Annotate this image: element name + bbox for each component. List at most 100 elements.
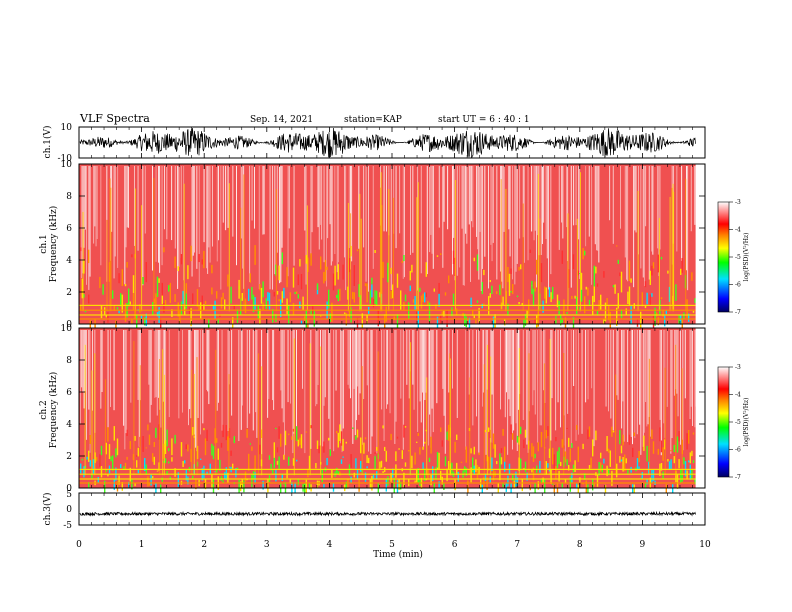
spectrogram-cell: [596, 283, 599, 287]
spectrogram-cell: [438, 481, 440, 488]
spectrogram-cell: [627, 469, 629, 474]
spectrogram-cell: [156, 330, 158, 416]
spectrogram-cell: [142, 277, 144, 285]
spectrogram-cell: [252, 471, 255, 480]
spectrogram-cell: [456, 330, 458, 418]
spectrogram-cell: [159, 359, 161, 476]
spectrogram-cell: [396, 436, 399, 439]
spectrogram-cell: [690, 330, 692, 407]
spectrogram-cell: [408, 330, 410, 399]
spectrogram-cell: [452, 250, 455, 264]
spectrogram-cell: [665, 484, 667, 498]
spectrogram-cell: [79, 468, 696, 470]
spectrogram-cell: [562, 166, 564, 239]
spectrogram-cell: [368, 166, 369, 292]
spectrogram-cell: [317, 330, 319, 385]
spectrogram-cell: [428, 330, 429, 446]
spectrogram-cell: [524, 461, 527, 473]
spectrogram-cell: [642, 330, 644, 447]
spectrogram-cell: [148, 434, 151, 445]
spectrogram-cell: [448, 461, 450, 469]
spectrogram-cell: [584, 296, 586, 314]
ch2-spec-yticks: 0 2 4 6 8 10: [61, 324, 705, 494]
spectrogram-cell: [166, 166, 168, 240]
spectrogram-cell: [510, 424, 512, 435]
spectrogram-cell: [281, 473, 283, 481]
spectrogram-cell: [664, 315, 666, 327]
spectrogram-cell: [240, 166, 242, 239]
spectrogram-cell: [315, 463, 317, 469]
spectrogram-cell: [636, 458, 639, 471]
spectrogram-cell: [88, 482, 90, 488]
spectrogram-cell: [658, 217, 660, 312]
spectrogram-cell: [102, 284, 104, 295]
spectrogram-cell: [519, 166, 521, 239]
spectrogram-cell: [591, 166, 593, 285]
spectrogram-cell: [126, 262, 128, 268]
spectrogram-cell: [336, 294, 338, 299]
spectrogram-cell: [273, 330, 275, 410]
spectrogram-cell: [481, 281, 483, 295]
spectrogram-cell: [420, 166, 422, 274]
spectrogram-cell: [556, 451, 559, 469]
spectrogram-cell: [92, 330, 93, 411]
spectrogram-cell: [323, 166, 325, 263]
spectrogram-cell: [216, 166, 218, 262]
spectrogram-cell: [311, 166, 313, 233]
spectrogram-cell: [192, 293, 194, 304]
spectrogram-cell: [220, 166, 222, 290]
spectrogram-cell: [545, 461, 547, 475]
spectrogram-cell: [555, 330, 557, 431]
spectrogram-cell: [429, 166, 431, 253]
spectrogram-cell: [288, 166, 290, 229]
spectrogram-cell: [416, 470, 418, 483]
spectrogram-cell: [521, 303, 523, 306]
spectrogram-cell: [483, 330, 485, 393]
spectrogram-cell: [318, 166, 320, 250]
spectrogram-cell: [671, 187, 673, 312]
spectrogram-cell: [673, 191, 675, 312]
spectrogram-cell: [425, 292, 427, 298]
spectrogram-cell: [651, 469, 653, 484]
spectrogram-cell: [159, 166, 161, 273]
spectrogram-cell: [324, 259, 327, 281]
spectrogram-cell: [451, 307, 453, 317]
spectrogram-cell: [624, 166, 626, 258]
spectrogram-cell: [577, 270, 579, 276]
spectrogram-cell: [424, 292, 426, 303]
spectrogram-cell: [224, 472, 226, 479]
spectrogram-cell: [625, 308, 627, 315]
spectrogram-cell: [225, 425, 227, 441]
spectrogram-cell: [171, 166, 173, 241]
spectrogram-cell: [222, 292, 224, 300]
spectrogram-cell: [158, 278, 160, 283]
spectrogram-cell: [300, 274, 303, 290]
spectrogram-cell: [509, 166, 511, 257]
spectrogram-cell: [304, 330, 306, 454]
spectrogram-cell: [412, 330, 414, 385]
spectrogram-cell: [218, 330, 219, 403]
spectrogram-cell: [657, 166, 659, 249]
spectrogram-cell: [612, 330, 614, 431]
spectrogram-cell: [422, 446, 424, 450]
spectrogram-cell: [361, 366, 363, 476]
spectrogram-cell: [564, 479, 567, 484]
spectrogram-cell: [632, 484, 634, 494]
spectrogram-cell: [390, 433, 392, 441]
spectrogram-cell: [267, 292, 269, 301]
spectrogram-cell: [198, 166, 200, 288]
spectrogram-cell: [95, 166, 97, 247]
spectrogram-cell: [177, 472, 179, 487]
spectrogram-cell: [472, 309, 474, 317]
spectrogram-cell: [684, 330, 686, 399]
spectrogram-cell: [651, 166, 653, 252]
spectrogram-cell: [630, 278, 632, 283]
spectrogram-cell: [561, 482, 563, 488]
spectrogram-cell: [567, 213, 569, 312]
spectrogram-cell: [539, 218, 541, 312]
spectrogram-cell: [273, 442, 275, 458]
spectrogram-cell: [579, 273, 581, 275]
spectrogram-cell: [162, 330, 164, 402]
spectrogram-cell: [443, 330, 445, 416]
spectrogram-cell: [323, 330, 325, 406]
